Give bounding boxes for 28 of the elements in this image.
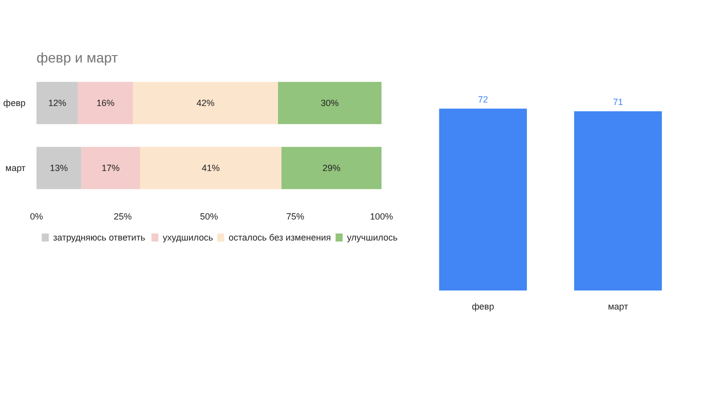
bar bbox=[36, 82, 78, 124]
x-tick-label: 100% bbox=[370, 212, 394, 222]
legend-label: осталось без изменения bbox=[228, 232, 331, 242]
legend-label: ухудшилось bbox=[162, 232, 214, 242]
legend-label: затрудняюсь ответить bbox=[53, 232, 146, 242]
legend-label: улучшилось bbox=[346, 232, 398, 242]
bar bbox=[281, 146, 382, 190]
data-label: 30% bbox=[320, 98, 339, 108]
data-label: 17% bbox=[102, 163, 120, 173]
bar bbox=[36, 146, 82, 190]
chart-title: февр и март bbox=[36, 50, 119, 66]
x-tick-label: 25% bbox=[114, 212, 132, 222]
data-label: 13% bbox=[50, 163, 68, 173]
data-label: 71 bbox=[612, 97, 624, 108]
x-tick-label: 0% bbox=[30, 212, 44, 222]
x-tick-label: 50% bbox=[200, 212, 218, 222]
data-label: 16% bbox=[96, 98, 115, 108]
data-label: 72 bbox=[478, 94, 488, 105]
data-label: 12% bbox=[48, 98, 66, 108]
data-label: 41% bbox=[202, 163, 220, 173]
x-tick-label: 75% bbox=[286, 212, 304, 222]
data-label: 42% bbox=[196, 98, 215, 108]
bar bbox=[81, 146, 140, 190]
bar bbox=[133, 82, 278, 124]
bar bbox=[78, 82, 134, 124]
bar bbox=[140, 146, 282, 190]
bar bbox=[278, 82, 382, 124]
data-label: 29% bbox=[322, 163, 340, 173]
